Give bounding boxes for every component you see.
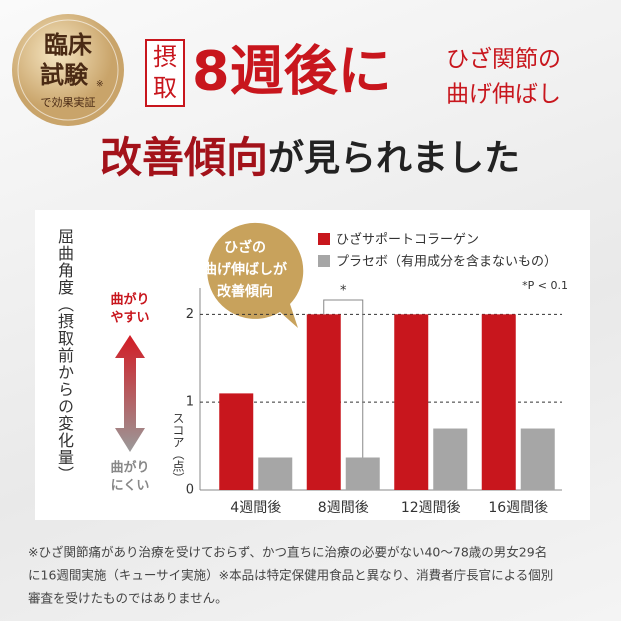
badge-text: 臨床 [44, 31, 92, 59]
legend-swatch [318, 255, 330, 267]
x-tick-label: 16週間後 [488, 500, 548, 516]
bar [258, 457, 293, 490]
legend-label: プラセボ（有用成分を含まないもの） [336, 254, 557, 270]
footnote: 審査を受けたものではありません。 [28, 591, 228, 606]
arrow [115, 335, 145, 452]
headline-strong: 改善傾向 [100, 133, 268, 182]
headline: 8週後に [192, 40, 392, 103]
footnote: に16週間実施（キューサイ実施）※本品は特定保健用食品と異なり、消費者庁長官によ… [28, 568, 553, 583]
bar [433, 428, 468, 490]
footnote: ※ひざ関節痛があり治療を受けておらず、かつ直ちに治療の必要がない40～78歳の男… [28, 545, 547, 560]
bar [520, 428, 555, 490]
legend-swatch [318, 233, 330, 245]
tag: 取 [153, 74, 177, 102]
significance: * [340, 284, 347, 299]
up-label: 曲がり [110, 292, 149, 308]
headline-side: 曲げ伸ばし [446, 82, 561, 108]
x-tick-label: 8週間後 [318, 500, 369, 516]
x-tick-label: 4週間後 [230, 500, 281, 516]
badge-text: で効果実証 [41, 95, 96, 109]
bar [345, 457, 380, 490]
bar [481, 314, 516, 490]
down-label: 曲がり [110, 460, 149, 476]
y-tick-label: 0 [186, 483, 194, 498]
callout-text: 曲げ伸ばしが [203, 261, 288, 278]
tag: 摂 [153, 43, 177, 71]
down-label: にくい [111, 479, 150, 494]
badge-text: 試験 [40, 61, 89, 89]
x-tick-label: 12週間後 [401, 500, 461, 516]
up-label: やすい [110, 311, 149, 326]
badge-mark: ※ [96, 80, 104, 90]
callout-text: 改善傾向 [217, 283, 273, 300]
y-tick-label: 2 [186, 307, 194, 322]
significance-bracket [323, 299, 364, 458]
y-tick-label: 1 [186, 395, 194, 410]
bar [306, 314, 341, 490]
callout [207, 222, 304, 328]
badge-ring [17, 19, 119, 121]
badge [12, 14, 124, 126]
bar [219, 393, 254, 490]
axis-title: スコア（点） [171, 412, 185, 484]
headline-rest: が見られました [268, 138, 520, 179]
callout-text: ひざの [224, 239, 266, 256]
y-label: 屈曲角度（摂取前からの変化量） [55, 228, 74, 483]
bar [394, 314, 429, 490]
legend-label: ひざサポートコラーゲン [336, 232, 479, 248]
tag-box [145, 39, 185, 107]
note: *P < 0.1 [522, 279, 568, 292]
headline-2: 改善傾向が見られました [100, 133, 520, 182]
headline-side: ひざ関節の [446, 46, 561, 73]
